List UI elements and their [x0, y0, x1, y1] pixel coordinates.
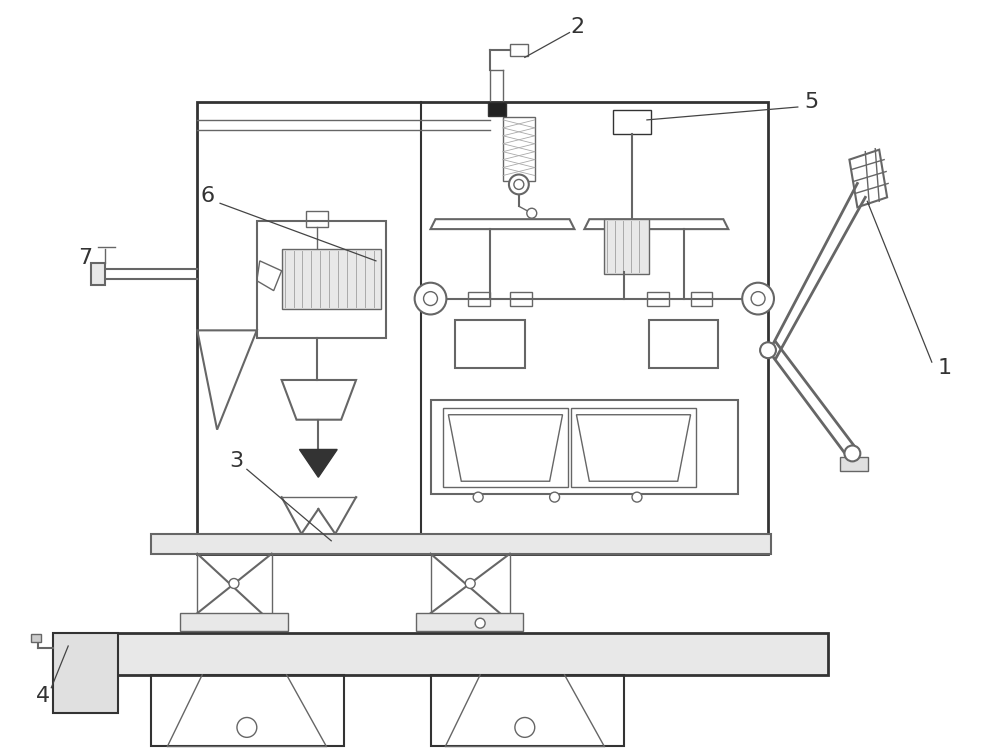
- Bar: [468, 292, 490, 305]
- Bar: [53, 633, 118, 712]
- Bar: [840, 457, 868, 471]
- Bar: [180, 613, 288, 631]
- Bar: [257, 222, 386, 338]
- Bar: [53, 633, 828, 675]
- Text: 4: 4: [36, 686, 50, 705]
- Circle shape: [424, 292, 437, 305]
- Text: 5: 5: [805, 92, 819, 112]
- Bar: [604, 219, 649, 274]
- Circle shape: [514, 179, 524, 190]
- Bar: [649, 321, 718, 368]
- Text: 6: 6: [200, 186, 214, 206]
- Circle shape: [550, 492, 560, 502]
- Circle shape: [229, 578, 239, 588]
- Bar: [691, 292, 712, 305]
- Bar: [510, 292, 532, 305]
- Circle shape: [844, 445, 860, 461]
- Circle shape: [415, 283, 446, 314]
- Bar: [151, 675, 344, 746]
- Circle shape: [742, 283, 774, 314]
- Circle shape: [237, 717, 257, 737]
- Text: 1: 1: [938, 358, 952, 378]
- Circle shape: [473, 492, 483, 502]
- Bar: [197, 102, 768, 553]
- Bar: [282, 249, 381, 308]
- Circle shape: [632, 492, 642, 502]
- Bar: [91, 263, 105, 285]
- Circle shape: [751, 292, 765, 305]
- Text: 7: 7: [78, 248, 92, 268]
- Polygon shape: [299, 450, 337, 477]
- Bar: [488, 102, 506, 116]
- Text: 2: 2: [570, 17, 584, 36]
- Bar: [416, 613, 523, 631]
- Circle shape: [509, 175, 529, 194]
- Circle shape: [465, 578, 475, 588]
- Text: 3: 3: [229, 451, 243, 472]
- Bar: [510, 45, 528, 57]
- Bar: [443, 407, 568, 487]
- Bar: [455, 321, 525, 368]
- Bar: [306, 211, 328, 227]
- Bar: [431, 675, 624, 746]
- Bar: [151, 534, 771, 553]
- Bar: [613, 110, 651, 134]
- Bar: [647, 292, 669, 305]
- Bar: [31, 634, 41, 642]
- Circle shape: [475, 618, 485, 628]
- Circle shape: [760, 342, 776, 358]
- Bar: [503, 117, 535, 181]
- Circle shape: [515, 717, 535, 737]
- Bar: [571, 407, 696, 487]
- Bar: [431, 400, 738, 494]
- Circle shape: [527, 208, 537, 218]
